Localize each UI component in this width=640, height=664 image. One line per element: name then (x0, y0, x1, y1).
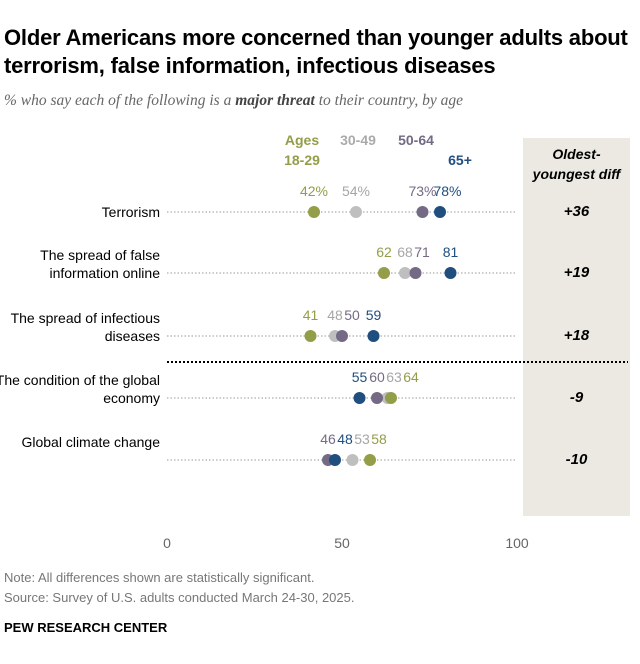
diff-column-background (523, 138, 630, 516)
source: Source: Survey of U.S. adults conducted … (4, 590, 355, 605)
value-label: 62 (376, 244, 392, 260)
dot-ages-18-29 (304, 330, 317, 342)
diff-value: +36 (563, 203, 590, 220)
dot-ages-18-29 (364, 454, 376, 466)
value-label: 81 (443, 244, 459, 260)
dot-65- (367, 330, 380, 342)
dot-50-64 (409, 267, 422, 279)
diff-value: +18 (563, 327, 590, 344)
brand-logo-text: PEW RESEARCH CENTER (4, 620, 168, 635)
value-label: 55 (352, 369, 368, 385)
value-label: 73% (408, 183, 436, 199)
row-label: Global climate change (21, 434, 160, 450)
value-label: 46 (320, 431, 336, 447)
value-label: 64 (403, 369, 419, 385)
dot-ages-18-29 (308, 206, 320, 218)
value-label: 71 (414, 244, 430, 260)
value-label: 42% (300, 183, 328, 199)
x-tick-label: 50 (334, 535, 350, 551)
diff-value: -10 (565, 451, 588, 468)
x-tick-label: 0 (163, 535, 171, 551)
subtitle-text-end: to their country, by age (314, 92, 463, 109)
row-label: The condition of the global economy (0, 372, 160, 406)
dot-ages-18-29 (385, 392, 397, 404)
value-label: 50 (344, 307, 360, 323)
dot-30-49 (399, 267, 411, 279)
chart-subtitle: % who say each of the following is a maj… (4, 92, 463, 110)
row-label: The spread of infectious diseases (10, 310, 160, 344)
note: Note: All differences shown are statisti… (4, 570, 315, 585)
value-label: 60 (369, 369, 385, 385)
value-label: 53 (354, 431, 370, 447)
dot-65- (444, 267, 457, 279)
row-label: Terrorism (101, 204, 160, 220)
value-label: 59 (366, 307, 382, 323)
value-label: 41 (303, 307, 319, 323)
value-label: 78% (433, 183, 461, 199)
legend-50-64: 50-64 (398, 132, 434, 148)
value-label: 68 (397, 244, 413, 260)
diff-value: -9 (569, 389, 584, 406)
value-label: 58 (371, 431, 387, 447)
subtitle-text: % who say each of the following is a (4, 92, 236, 109)
diff-column-header: Oldest-youngest diff (532, 146, 621, 182)
row-label: The spread of false information online (40, 247, 160, 281)
dot-50-64 (416, 206, 429, 218)
dot-50-64 (336, 330, 348, 342)
value-label: 54% (342, 183, 370, 199)
diff-value: +19 (563, 264, 590, 281)
dot-50-64 (371, 392, 383, 404)
dot-65- (353, 392, 366, 404)
legend-18-29: Ages 18-29 (284, 132, 320, 168)
subtitle-emphasis: major threat (235, 92, 315, 109)
legend-65-plus: 65+ (448, 152, 472, 168)
value-label: 48 (327, 307, 343, 323)
dot-30-49 (350, 206, 362, 218)
value-label: 48 (337, 431, 353, 447)
x-tick-label: 100 (505, 535, 529, 551)
legend-30-49: 30-49 (340, 132, 376, 148)
chart-title: Older Americans more concerned than youn… (4, 25, 628, 78)
dot-ages-18-29 (378, 267, 390, 279)
dot-65- (434, 206, 446, 218)
dot-30-49 (346, 454, 359, 466)
value-label: 63 (386, 369, 402, 385)
dot-65- (329, 454, 341, 466)
